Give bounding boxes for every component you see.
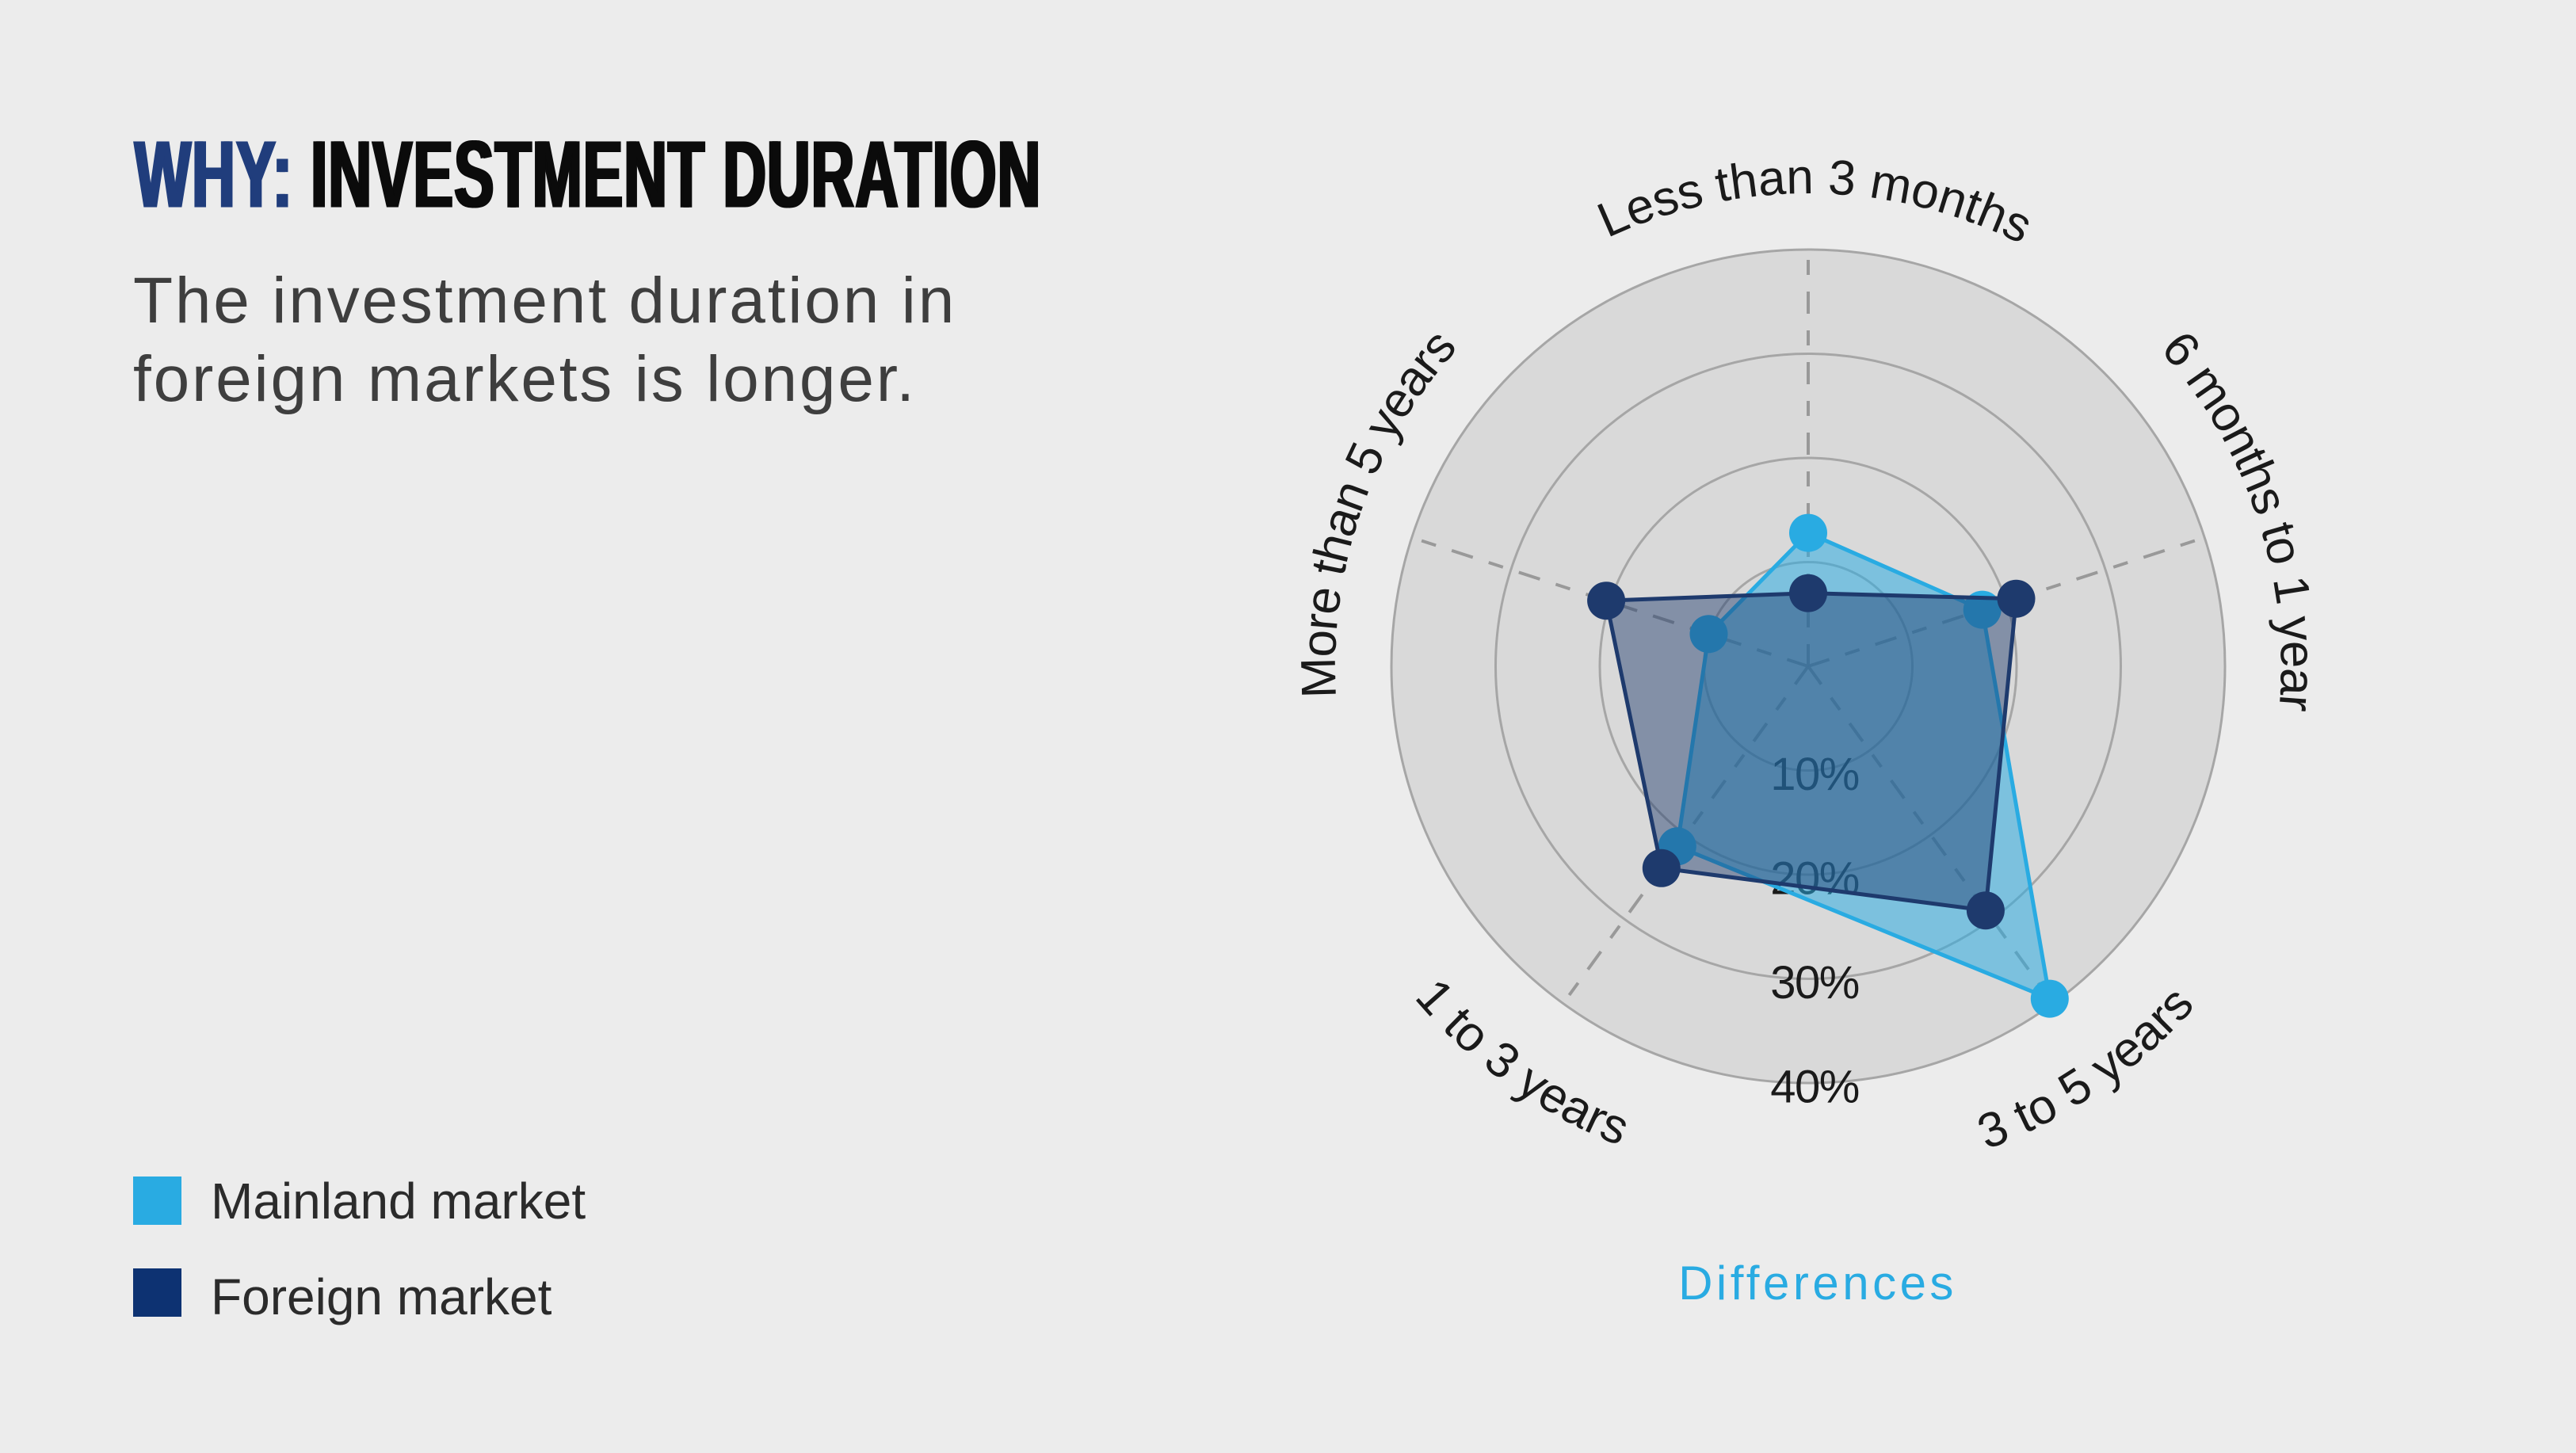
svg-text:WHY: INVESTMENT DURATION: WHY: INVESTMENT DURATION <box>136 121 1044 227</box>
svg-text:Foreign market: Foreign market <box>211 1268 552 1325</box>
svg-text:Less than 3 months: Less than 3 months <box>1590 150 2040 254</box>
svg-text:WHY: INVESTMENT DURATION: WHY: INVESTMENT DURATION <box>133 121 1040 227</box>
svg-text:Mainland market: Mainland market <box>211 1173 586 1230</box>
svg-text:Differences: Differences <box>1678 1257 1957 1310</box>
svg-text:foreign markets is longer.: foreign markets is longer. <box>133 343 917 415</box>
svg-text:40%: 40% <box>1770 1062 1859 1113</box>
svg-text:30%: 30% <box>1770 957 1859 1009</box>
svg-text:The investment duration in: The investment duration in <box>133 265 956 337</box>
